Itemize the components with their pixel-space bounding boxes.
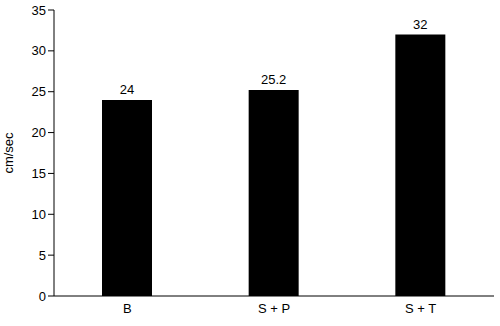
- svg-text:15: 15: [32, 166, 46, 181]
- svg-text:S + T: S + T: [405, 301, 436, 316]
- svg-text:35: 35: [32, 3, 46, 18]
- svg-text:25: 25: [32, 84, 46, 99]
- svg-text:24: 24: [120, 82, 134, 97]
- svg-text:20: 20: [32, 125, 46, 140]
- svg-text:25.2: 25.2: [261, 72, 286, 87]
- svg-text:B: B: [123, 301, 132, 316]
- svg-text:30: 30: [32, 43, 46, 58]
- svg-text:S + P: S + P: [258, 301, 290, 316]
- svg-text:10: 10: [32, 207, 46, 222]
- svg-text:0: 0: [39, 289, 46, 304]
- svg-text:32: 32: [413, 17, 427, 32]
- svg-text:cm/sec: cm/sec: [8, 132, 16, 174]
- svg-text:5: 5: [39, 248, 46, 263]
